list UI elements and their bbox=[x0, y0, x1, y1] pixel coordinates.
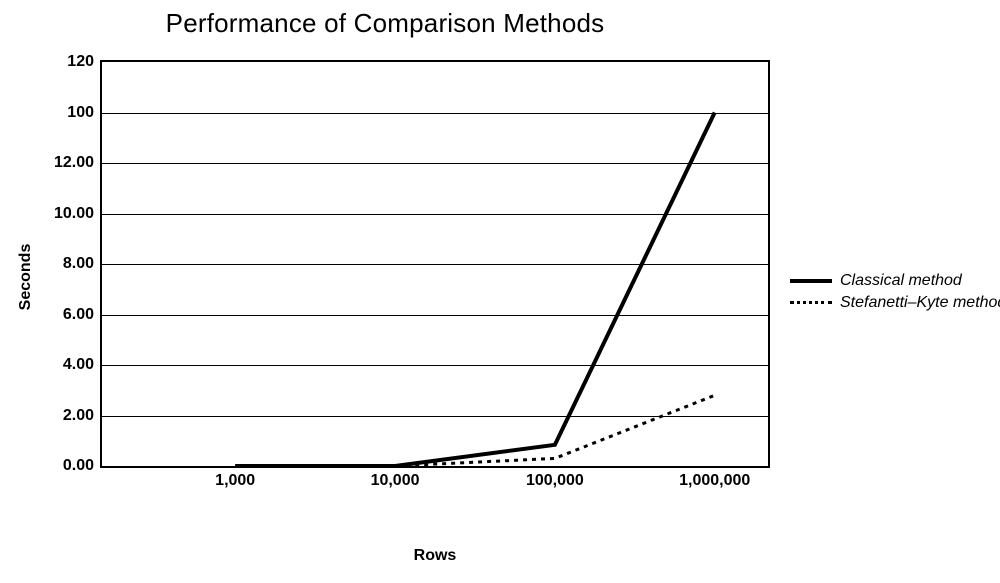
gridline-y bbox=[102, 365, 768, 366]
x-tick-label: 100,000 bbox=[526, 466, 584, 490]
y-tick-label: 0.00 bbox=[63, 457, 102, 475]
y-tick-label: 4.00 bbox=[63, 356, 102, 374]
y-tick-label: 6.00 bbox=[63, 306, 102, 324]
y-tick-label: 120 bbox=[67, 53, 102, 71]
y-tick-label: 8.00 bbox=[63, 255, 102, 273]
legend-item: Stefanetti–Kyte method bbox=[790, 294, 1000, 312]
chart-title: Performance of Comparison Methods bbox=[0, 8, 770, 39]
gridline-y bbox=[102, 315, 768, 316]
legend: Classical methodStefanetti–Kyte method bbox=[790, 0, 990, 583]
y-axis-label: Seconds bbox=[17, 243, 35, 310]
x-axis-label: Rows bbox=[100, 547, 770, 565]
plot-area: 0.002.004.006.008.0010.0012.001001201,00… bbox=[100, 60, 770, 468]
x-tick-label: 10,000 bbox=[371, 466, 420, 490]
y-tick-label: 2.00 bbox=[63, 407, 102, 425]
legend-label: Stefanetti–Kyte method bbox=[840, 294, 1000, 312]
chart-container: Performance of Comparison Methods Second… bbox=[0, 0, 1000, 583]
y-tick-label: 100 bbox=[67, 104, 102, 122]
x-tick-label: 1,000 bbox=[215, 466, 255, 490]
legend-item: Classical method bbox=[790, 272, 1000, 290]
y-axis-label-wrap: Seconds bbox=[14, 60, 38, 493]
gridline-y bbox=[102, 163, 768, 164]
gridline-y bbox=[102, 113, 768, 114]
y-tick-label: 12.00 bbox=[54, 154, 102, 172]
series-line bbox=[235, 113, 715, 467]
legend-line-sample bbox=[790, 279, 832, 283]
x-tick-label: 1,000,000 bbox=[679, 466, 750, 490]
y-tick-label: 10.00 bbox=[54, 205, 102, 223]
legend-label: Classical method bbox=[840, 272, 962, 290]
legend-line-sample bbox=[790, 301, 832, 304]
gridline-y bbox=[102, 264, 768, 265]
gridline-y bbox=[102, 214, 768, 215]
gridline-y bbox=[102, 416, 768, 417]
